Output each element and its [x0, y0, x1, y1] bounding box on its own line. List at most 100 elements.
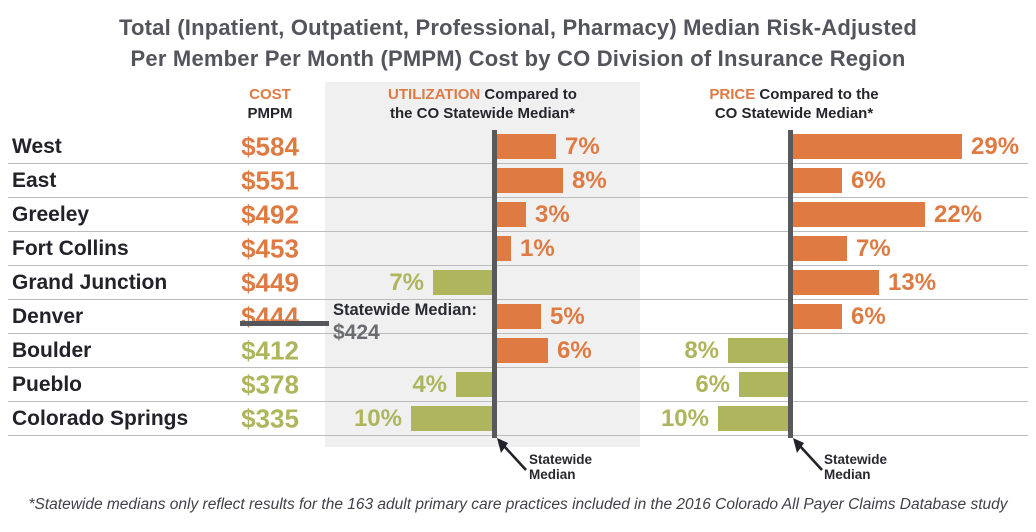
table-row: Colorado Springs $335 10% 10%	[0, 402, 1036, 436]
utilization-value: 7%	[565, 133, 600, 160]
price-bar	[793, 236, 847, 261]
utilization-axis-callout: Statewide Median	[529, 452, 592, 482]
region-label: Grand Junction	[12, 271, 168, 294]
table-row: Denver $444 5% 6%	[0, 300, 1036, 334]
price-value: 6%	[851, 303, 886, 330]
row-separator	[8, 435, 1028, 436]
price-value: 6%	[695, 371, 730, 398]
row-separator	[8, 197, 1028, 198]
price-value: 8%	[684, 337, 719, 364]
utilization-header-highlight: UTILIZATION	[388, 86, 481, 103]
region-label: Fort Collins	[12, 237, 129, 260]
utilization-header-rest1: Compared to	[480, 86, 577, 103]
utilization-bar	[497, 304, 541, 329]
table-row: West $584 7% 29%	[0, 130, 1036, 164]
price-median-line	[788, 130, 793, 438]
price-value: 22%	[934, 201, 983, 228]
statewide-median-annotation: Statewide Median: $424	[333, 301, 477, 345]
utilization-column-header: UTILIZATION Compared to the CO Statewide…	[325, 85, 640, 123]
table-row: Boulder $412 6% 8%	[0, 334, 1036, 368]
utilization-header-line2: the CO Statewide Median*	[389, 105, 576, 122]
utilization-bar	[497, 338, 548, 363]
cost-value: $335	[241, 403, 299, 434]
utilization-bar	[433, 270, 492, 295]
price-bar	[793, 134, 962, 159]
utilization-median-line	[492, 130, 497, 438]
price-header-rest1: Compared to the	[755, 86, 879, 103]
utilization-bar	[497, 134, 556, 159]
region-label: Colorado Springs	[12, 407, 189, 430]
region-label: East	[12, 169, 57, 192]
price-bar	[793, 270, 879, 295]
price-value: 13%	[888, 269, 937, 296]
cost-header-bottom: PMPM	[247, 105, 293, 122]
utilization-value: 7%	[389, 269, 424, 296]
cost-column-header: COST PMPM	[218, 85, 322, 123]
row-separator	[8, 265, 1028, 266]
price-bar	[728, 338, 788, 363]
table-row: East $551 8% 6%	[0, 164, 1036, 198]
utilization-bar	[497, 168, 563, 193]
utilization-median-arrow-icon	[497, 438, 527, 471]
utilization-bar	[497, 236, 511, 261]
price-value: 6%	[851, 167, 886, 194]
region-label: Boulder	[12, 339, 92, 362]
table-row: Pueblo $378 4% 6%	[0, 368, 1036, 402]
price-bar	[739, 372, 788, 397]
cost-value: $492	[241, 199, 299, 230]
table-row: Grand Junction $449 7% 13%	[0, 266, 1036, 300]
price-axis-callout-line2: Median	[824, 467, 871, 482]
price-axis-callout: Statewide Median	[824, 452, 887, 482]
utilization-value: 8%	[572, 167, 607, 194]
price-bar	[793, 304, 842, 329]
region-label: Pueblo	[12, 373, 83, 396]
utilization-value: 3%	[535, 201, 570, 228]
region-label: West	[12, 135, 62, 158]
utilization-bar	[497, 202, 526, 227]
utilization-bar	[411, 406, 492, 431]
price-column-header: PRICE Compared to the CO Statewide Media…	[648, 85, 940, 123]
price-axis-callout-line1: Statewide	[824, 452, 888, 467]
price-header-line2: CO Statewide Median*	[714, 105, 874, 122]
cost-value: $584	[241, 131, 299, 162]
row-separator	[8, 401, 1028, 402]
cost-value: $412	[241, 335, 299, 366]
region-label: Denver	[12, 305, 84, 328]
cost-header-top: COST	[249, 86, 291, 103]
price-median-arrow-icon	[793, 438, 823, 471]
row-separator	[8, 231, 1028, 232]
utilization-value: 1%	[520, 235, 555, 262]
price-bar	[718, 406, 788, 431]
table-row: Greeley $492 3% 22%	[0, 198, 1036, 232]
cost-value: $453	[241, 233, 299, 264]
price-value: 10%	[660, 405, 709, 432]
statewide-median-value: $424	[333, 321, 380, 344]
utilization-value: 10%	[353, 405, 402, 432]
utilization-value: 4%	[412, 371, 447, 398]
chart-title: Total (Inpatient, Outpatient, Profession…	[0, 12, 1036, 74]
statewide-median-label: Statewide Median:	[333, 301, 477, 319]
table-row: Fort Collins $453 1% 7%	[0, 232, 1036, 266]
region-label: Greeley	[12, 203, 90, 226]
utilization-value: 6%	[557, 337, 592, 364]
row-separator	[8, 163, 1028, 164]
utilization-value: 5%	[550, 303, 585, 330]
price-value: 29%	[971, 133, 1020, 160]
row-separator	[8, 333, 1028, 334]
price-bar	[793, 202, 925, 227]
row-separator	[8, 299, 1028, 300]
price-bar	[793, 168, 842, 193]
footnote: *Statewide medians only reflect results …	[28, 496, 1008, 513]
utilization-axis-callout-line1: Statewide	[529, 452, 593, 467]
cost-value: $378	[241, 369, 299, 400]
utilization-axis-callout-line2: Median	[529, 467, 576, 482]
price-header-highlight: PRICE	[709, 86, 756, 103]
cost-value: $444	[241, 301, 299, 332]
cost-value: $551	[241, 165, 299, 196]
utilization-bar	[456, 372, 492, 397]
price-value: 7%	[856, 235, 891, 262]
row-separator	[8, 367, 1028, 368]
price-header-line1: PRICE Compared to the	[648, 85, 940, 104]
